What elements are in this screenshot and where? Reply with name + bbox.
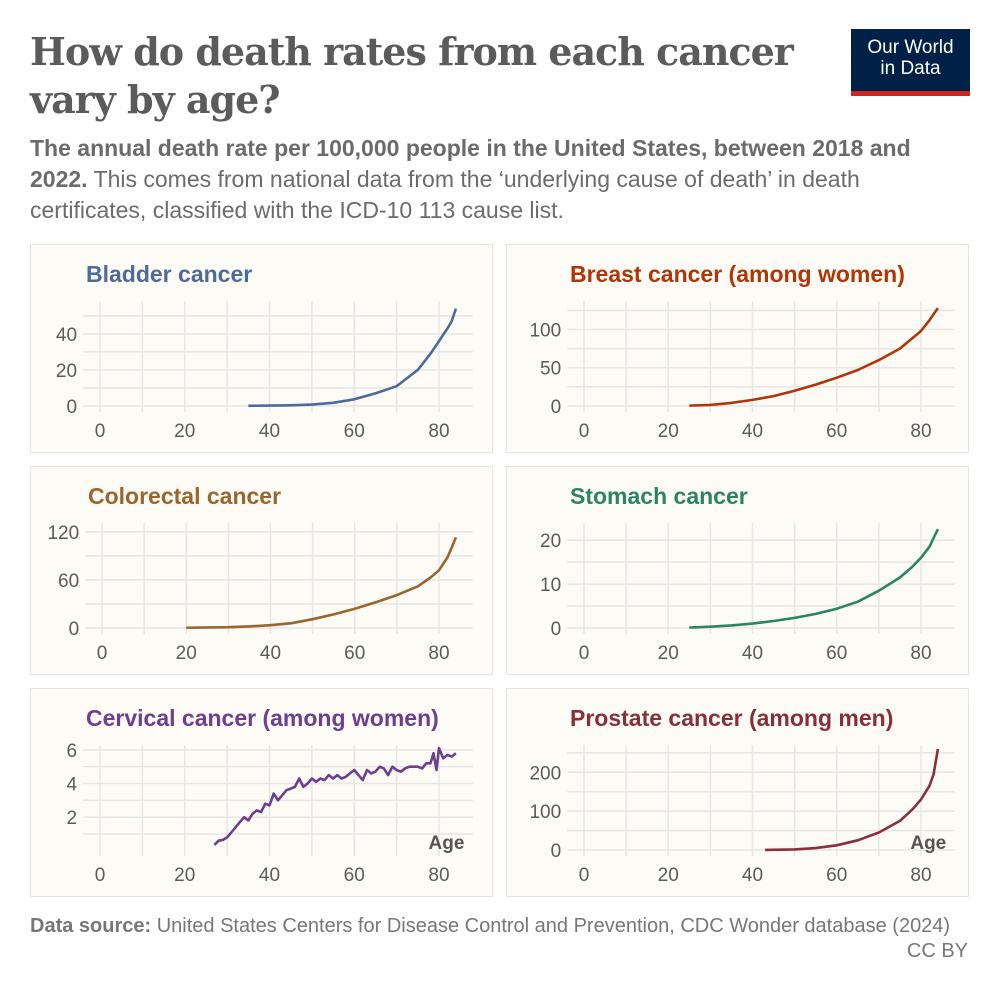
x-tick-label: 40 xyxy=(742,421,763,442)
panel-title: Colorectal cancer xyxy=(88,483,282,509)
panel-prostate: Prostate cancer (among men) 0 100 200 0 20 40 6… xyxy=(506,688,969,897)
y-tick-label: 4 xyxy=(66,775,77,796)
panel-bladder: Bladder cancer 0 20 40 0 20 40 60 80 xyxy=(30,244,493,453)
panel-plot: 0 100 200 0 20 40 60 80 Age xyxy=(529,745,955,886)
source-label: Data source: xyxy=(30,915,152,937)
x-tick-label: 80 xyxy=(428,643,449,664)
panel-colorectal: Colorectal cancer 0 60 120 0 20 40 60 80 xyxy=(30,466,493,675)
panel-breast: Breast cancer (among women) 0 50 100 0 20 40 60… xyxy=(506,244,969,453)
panel-cervical: Cervical cancer (among women) 2 4 6 0 20 40 60 8… xyxy=(30,688,493,897)
x-tick-label: 40 xyxy=(259,865,280,886)
series-line[interactable] xyxy=(765,748,940,852)
x-tick-label: 80 xyxy=(910,865,931,886)
logo-line2: in Data xyxy=(880,58,941,79)
owid-logo[interactable]: Our World in Data xyxy=(851,29,970,96)
y-tick-label: 0 xyxy=(551,841,562,862)
series-line[interactable] xyxy=(248,308,458,408)
series-line[interactable] xyxy=(186,536,458,630)
x-tick-label: 40 xyxy=(742,643,763,664)
x-tick-label: 80 xyxy=(910,421,931,442)
x-tick-label: 40 xyxy=(742,865,763,886)
y-tick-label: 120 xyxy=(47,523,79,544)
logo-line1: Our World xyxy=(867,37,954,58)
series-line[interactable] xyxy=(213,746,457,846)
y-tick-label: 100 xyxy=(529,802,561,823)
subtitle-rest: This comes from national data from the ‘… xyxy=(30,166,860,223)
panel-title: Breast cancer (among women) xyxy=(570,261,905,287)
y-tick-label: 6 xyxy=(66,741,77,762)
x-tick-label: 80 xyxy=(428,421,449,442)
x-tick-label: 80 xyxy=(428,865,449,886)
x-tick-label: 80 xyxy=(910,643,931,664)
y-tick-label: 0 xyxy=(69,619,80,640)
y-tick-label: 0 xyxy=(66,397,77,418)
y-tick-label: 60 xyxy=(58,571,79,592)
x-tick-label: 20 xyxy=(658,865,679,886)
panel-title: Prostate cancer (among men) xyxy=(570,705,894,731)
y-tick-label: 100 xyxy=(529,320,561,341)
x-tick-label: 60 xyxy=(826,421,847,442)
x-tick-label: 20 xyxy=(174,421,195,442)
panel-plot: 0 60 120 0 20 40 60 80 xyxy=(47,523,473,664)
y-tick-label: 0 xyxy=(551,397,562,418)
source-text: United States Centers for Disease Contro… xyxy=(151,915,951,937)
x-axis-label: Age xyxy=(429,833,465,854)
x-tick-label: 0 xyxy=(579,865,590,886)
y-tick-label: 2 xyxy=(66,808,77,829)
x-tick-label: 40 xyxy=(259,421,280,442)
x-tick-label: 0 xyxy=(579,643,590,664)
license[interactable]: CC BY xyxy=(906,940,968,962)
x-axis-label: Age xyxy=(910,833,946,854)
x-tick-label: 0 xyxy=(95,421,106,442)
x-tick-label: 60 xyxy=(344,865,365,886)
x-tick-label: 20 xyxy=(658,643,679,664)
y-tick-label: 20 xyxy=(540,531,561,552)
chart-subtitle: The annual death rate per 100,000 people… xyxy=(30,133,970,226)
x-tick-label: 20 xyxy=(658,421,679,442)
panel-plot: 0 20 40 0 20 40 60 80 xyxy=(56,301,473,442)
panel-stomach: Stomach cancer 0 10 20 0 20 40 60 80 xyxy=(506,466,969,675)
series-line[interactable] xyxy=(689,528,940,629)
data-source: Data source: United States Centers for D… xyxy=(30,912,950,940)
x-tick-label: 60 xyxy=(826,865,847,886)
x-tick-label: 60 xyxy=(344,421,365,442)
x-tick-label: 60 xyxy=(344,643,365,664)
panel-plot: 0 50 100 0 20 40 60 80 xyxy=(529,301,955,442)
x-tick-label: 0 xyxy=(95,865,106,886)
subtitle-bold: The annual death rate per 100,000 people… xyxy=(30,135,911,192)
panel-title: Cervical cancer (among women) xyxy=(86,705,439,731)
y-tick-label: 0 xyxy=(551,619,562,640)
x-tick-label: 0 xyxy=(97,643,108,664)
y-tick-label: 50 xyxy=(540,359,561,380)
chart-title: How do death rates from each cancer vary… xyxy=(30,29,794,122)
x-tick-label: 0 xyxy=(579,421,590,442)
series-line[interactable] xyxy=(689,307,939,407)
y-tick-label: 40 xyxy=(56,325,77,346)
x-tick-label: 20 xyxy=(174,865,195,886)
y-tick-label: 200 xyxy=(529,763,561,784)
x-tick-label: 40 xyxy=(260,643,281,664)
x-tick-label: 60 xyxy=(826,643,847,664)
panel-plot: 0 10 20 0 20 40 60 80 xyxy=(540,523,955,664)
x-tick-label: 20 xyxy=(176,643,197,664)
y-tick-label: 20 xyxy=(56,361,77,382)
y-tick-label: 10 xyxy=(540,575,561,596)
panel-title: Stomach cancer xyxy=(570,483,748,509)
panel-title: Bladder cancer xyxy=(86,261,253,287)
